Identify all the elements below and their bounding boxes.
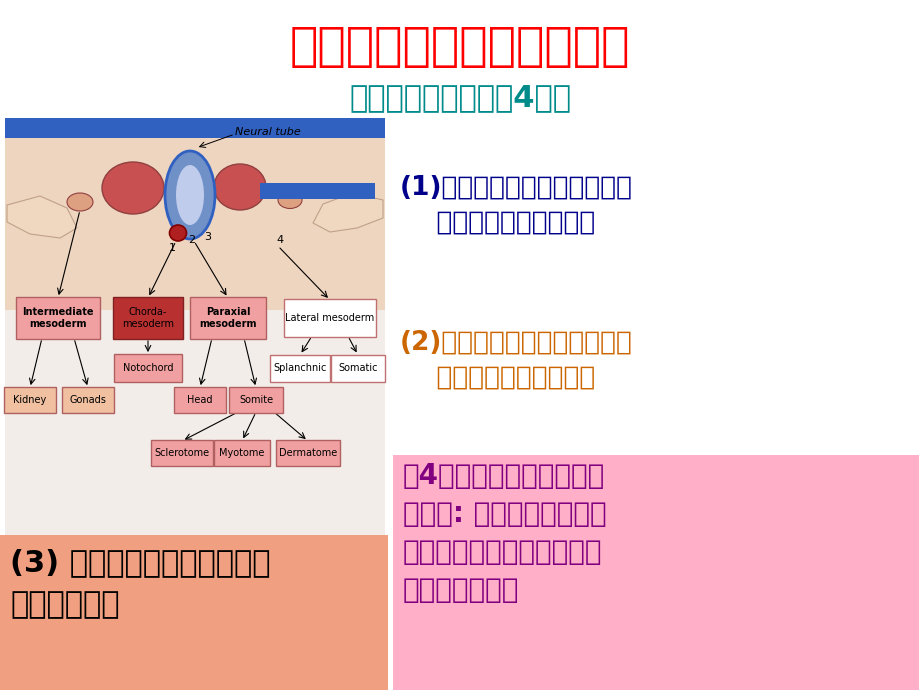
Text: Neural tube: Neural tube [234,127,301,137]
Text: (3) 中间中胚层：形成性腺、: (3) 中间中胚层：形成性腺、 [10,548,270,577]
FancyBboxPatch shape [392,455,919,690]
Text: 第二节、中胚层与器官形成: 第二节、中胚层与器官形成 [289,26,630,70]
FancyBboxPatch shape [276,440,340,466]
FancyBboxPatch shape [269,355,330,382]
FancyBboxPatch shape [4,387,56,413]
Ellipse shape [214,164,266,210]
Ellipse shape [102,162,164,214]
Text: Kidney: Kidney [14,395,47,405]
FancyBboxPatch shape [284,299,376,337]
Text: Paraxial
mesoderm: Paraxial mesoderm [199,307,256,329]
Text: 管形成和建立前后体轴: 管形成和建立前后体轴 [400,210,595,236]
Text: 部结缔组织和面部肌肉: 部结缔组织和面部肌肉 [400,365,595,391]
Text: 2: 2 [188,235,196,245]
FancyBboxPatch shape [5,118,384,138]
Text: 4: 4 [276,235,283,245]
FancyBboxPatch shape [0,535,388,690]
Text: Splanchnic: Splanchnic [273,363,326,373]
FancyBboxPatch shape [331,355,384,382]
FancyBboxPatch shape [174,387,226,413]
Text: Somatic: Somatic [338,363,378,373]
Text: 肠系膜和心脏）: 肠系膜和心脏） [403,576,519,604]
Text: 脊椎动物中胚层分为4部分: 脊椎动物中胚层分为4部分 [348,83,571,112]
FancyBboxPatch shape [113,297,183,339]
FancyBboxPatch shape [5,118,384,310]
Text: 1: 1 [168,243,176,253]
Text: 肾脏和肾上腺: 肾脏和肾上腺 [10,590,119,619]
FancyBboxPatch shape [151,440,213,466]
FancyBboxPatch shape [114,354,182,382]
Text: 3: 3 [204,232,211,242]
Text: 分隔为: 外体中胚层（形成: 分隔为: 外体中胚层（形成 [403,500,606,528]
Ellipse shape [169,225,187,241]
FancyBboxPatch shape [190,297,266,339]
Text: Chorda-
mesoderm: Chorda- mesoderm [122,307,174,329]
FancyBboxPatch shape [214,440,269,466]
Text: Head: Head [187,395,212,405]
Ellipse shape [165,151,215,239]
Ellipse shape [278,192,301,208]
Polygon shape [7,196,77,238]
Ellipse shape [176,165,204,225]
FancyBboxPatch shape [62,387,114,413]
Text: (1)脊索：处于中线，诱导神经: (1)脊索：处于中线，诱导神经 [400,175,632,201]
Text: Notochord: Notochord [122,363,173,373]
Text: Myotome: Myotome [219,448,265,458]
FancyBboxPatch shape [16,297,100,339]
FancyBboxPatch shape [5,118,384,535]
FancyBboxPatch shape [260,183,375,199]
Text: Intermediate
mesoderm: Intermediate mesoderm [22,307,94,329]
Text: Gonads: Gonads [70,395,107,405]
Text: Lateral mesoderm: Lateral mesoderm [285,313,374,323]
Text: （4）侧板中胚层：被体腔: （4）侧板中胚层：被体腔 [403,462,605,490]
FancyBboxPatch shape [229,387,283,413]
Text: 肋骨）、内脏中胚层（形成: 肋骨）、内脏中胚层（形成 [403,538,602,566]
Ellipse shape [67,193,93,211]
Text: (2)轴旁中胚层：变为体节，头: (2)轴旁中胚层：变为体节，头 [400,330,632,356]
Text: Somite: Somite [239,395,273,405]
Polygon shape [312,193,382,232]
Text: Dermatome: Dermatome [278,448,336,458]
Text: Sclerotome: Sclerotome [154,448,210,458]
